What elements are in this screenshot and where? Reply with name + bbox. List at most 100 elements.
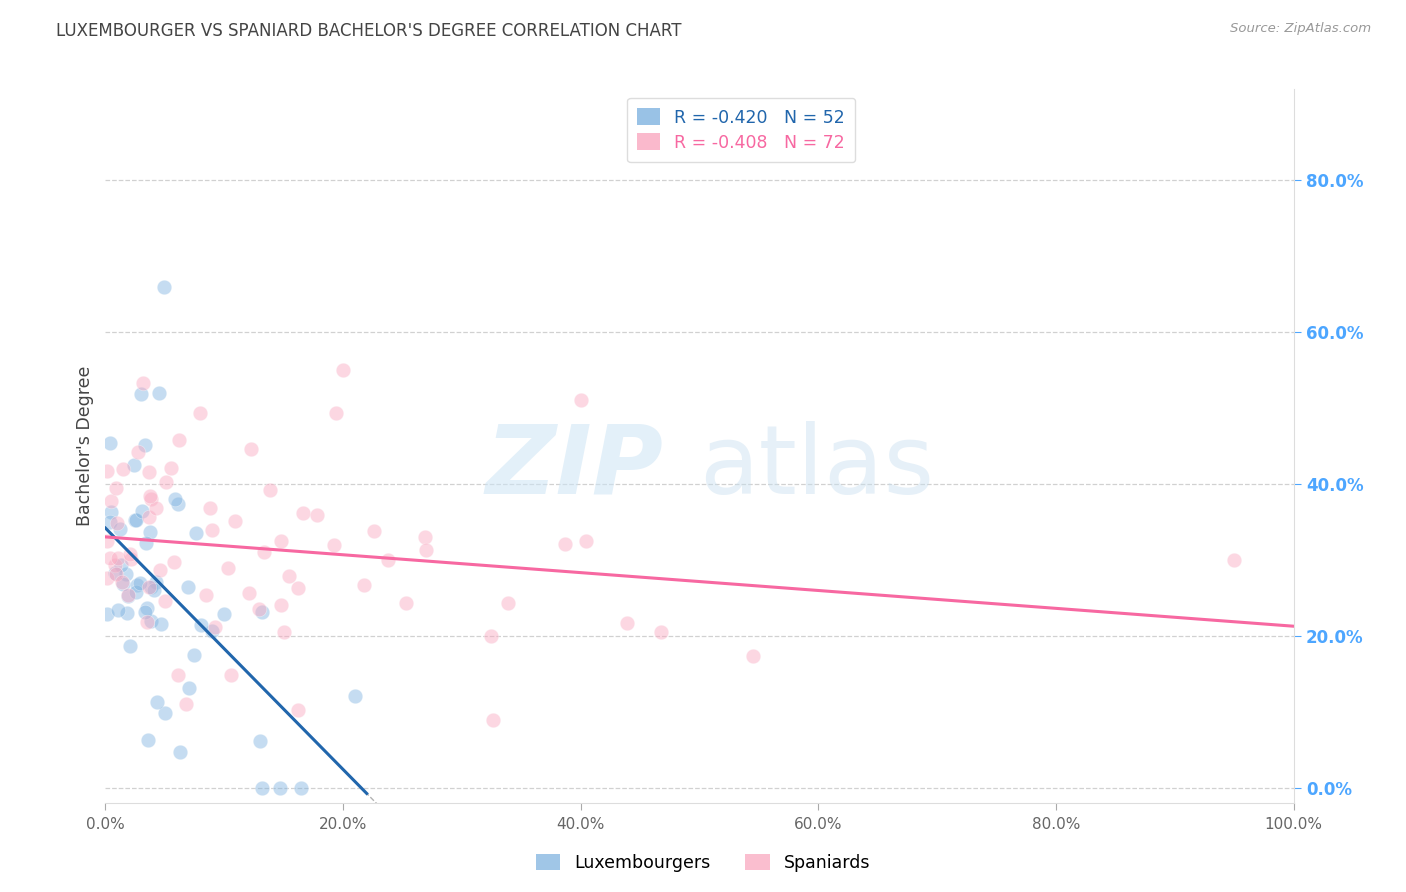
Text: atlas: atlas: [700, 421, 935, 514]
Point: [224, 514, 246, 528]
Point: [174, 698, 197, 712]
Point: [190, 617, 212, 632]
Point: [259, 483, 281, 497]
Point: [166, 497, 188, 511]
Point: [214, 607, 236, 622]
Point: [96, 571, 118, 585]
Point: [111, 462, 134, 476]
Point: [135, 535, 157, 549]
Point: [105, 516, 128, 531]
Y-axis label: Bachelor's Degree: Bachelor's Degree: [76, 366, 94, 526]
Point: [134, 606, 156, 620]
Point: [325, 406, 347, 420]
Point: [238, 586, 260, 600]
Point: [183, 648, 205, 662]
Point: [110, 574, 132, 589]
Text: ZIP: ZIP: [486, 421, 664, 514]
Point: [195, 588, 218, 602]
Point: [105, 567, 128, 582]
Point: [100, 550, 122, 565]
Point: [481, 714, 503, 728]
Point: [479, 629, 502, 643]
Point: [104, 566, 127, 580]
Point: [153, 594, 176, 608]
Point: [198, 500, 221, 515]
Point: [249, 734, 271, 748]
Point: [110, 558, 132, 573]
Point: [177, 580, 200, 594]
Legend: Luxembourgers, Spaniards: Luxembourgers, Spaniards: [529, 847, 877, 879]
Point: [125, 578, 148, 592]
Point: [287, 704, 309, 718]
Point: [270, 534, 292, 549]
Legend: R = -0.420   N = 52, R = -0.408   N = 72: R = -0.420 N = 52, R = -0.408 N = 72: [627, 98, 855, 162]
Point: [287, 582, 309, 596]
Point: [270, 598, 292, 612]
Point: [122, 458, 145, 472]
Point: [650, 624, 672, 639]
Point: [96, 533, 118, 548]
Point: [160, 461, 183, 475]
Point: [219, 667, 242, 681]
Point: [117, 589, 139, 603]
Point: [145, 574, 167, 589]
Point: [569, 393, 592, 408]
Point: [292, 506, 315, 520]
Point: [115, 607, 138, 621]
Point: [107, 603, 129, 617]
Point: [98, 436, 121, 450]
Point: [307, 508, 329, 522]
Point: [273, 624, 295, 639]
Point: [253, 545, 276, 559]
Point: [616, 615, 638, 630]
Point: [250, 605, 273, 619]
Point: [204, 620, 226, 634]
Point: [120, 639, 142, 653]
Point: [138, 509, 160, 524]
Point: [134, 438, 156, 452]
Point: [188, 406, 211, 420]
Point: [141, 492, 163, 507]
Point: [165, 491, 187, 506]
Point: [118, 547, 141, 561]
Point: [353, 578, 375, 592]
Point: [131, 387, 153, 401]
Point: [169, 745, 191, 759]
Point: [107, 551, 129, 566]
Point: [139, 614, 162, 628]
Point: [124, 513, 146, 527]
Point: [186, 525, 208, 540]
Point: [269, 780, 291, 795]
Point: [290, 780, 312, 795]
Point: [110, 522, 132, 536]
Point: [742, 649, 765, 664]
Text: LUXEMBOURGER VS SPANIARD BACHELOR'S DEGREE CORRELATION CHART: LUXEMBOURGER VS SPANIARD BACHELOR'S DEGR…: [56, 22, 682, 40]
Point: [148, 385, 170, 400]
Point: [111, 577, 134, 591]
Point: [135, 600, 157, 615]
Point: [155, 706, 177, 721]
Point: [125, 585, 148, 599]
Point: [201, 523, 224, 537]
Point: [239, 442, 262, 456]
Point: [332, 363, 354, 377]
Point: [127, 444, 149, 458]
Point: [100, 505, 122, 519]
Point: [278, 569, 301, 583]
Point: [136, 732, 159, 747]
Point: [132, 376, 155, 390]
Point: [163, 556, 186, 570]
Point: [217, 561, 239, 575]
Point: [395, 596, 418, 610]
Point: [115, 567, 138, 582]
Point: [323, 537, 346, 551]
Point: [138, 465, 160, 479]
Point: [152, 279, 174, 293]
Point: [139, 580, 162, 594]
Point: [496, 596, 519, 610]
Point: [138, 524, 160, 539]
Point: [98, 515, 121, 529]
Point: [166, 667, 188, 681]
Text: Source: ZipAtlas.com: Source: ZipAtlas.com: [1230, 22, 1371, 36]
Point: [377, 552, 399, 566]
